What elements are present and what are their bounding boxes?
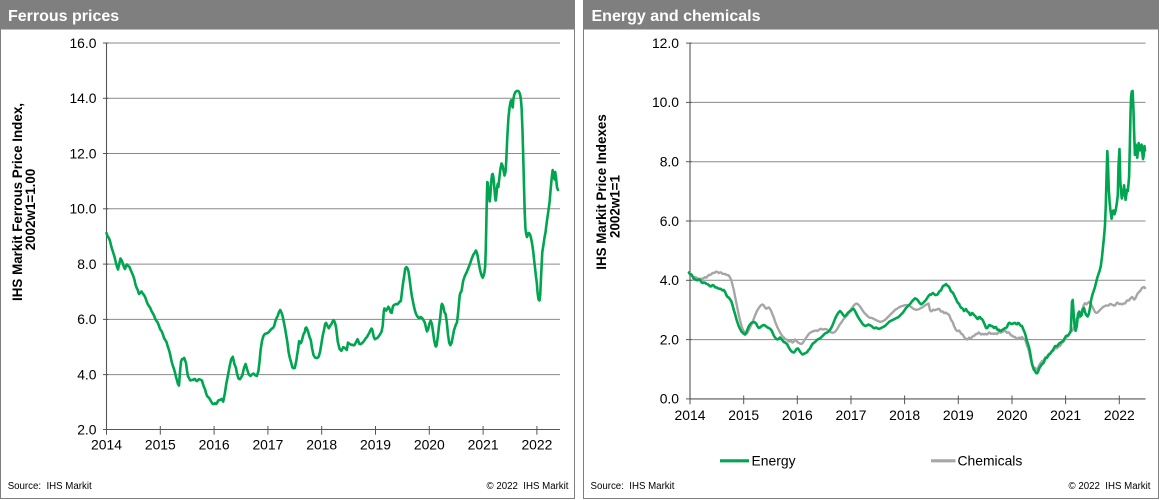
svg-text:4.0: 4.0: [660, 272, 680, 288]
svg-text:2017: 2017: [836, 407, 867, 423]
svg-text:Energy: Energy: [752, 452, 796, 468]
svg-text:2022: 2022: [521, 437, 552, 453]
svg-text:4.0: 4.0: [77, 366, 97, 382]
svg-text:2002w1=1.00: 2002w1=1.00: [23, 169, 38, 251]
svg-text:2.0: 2.0: [77, 421, 97, 437]
svg-text:2017: 2017: [252, 437, 283, 453]
svg-text:Source: IHS Markit: Source: IHS Markit: [591, 481, 675, 492]
svg-text:10.0: 10.0: [69, 201, 96, 217]
svg-text:8.0: 8.0: [77, 256, 97, 272]
svg-text:2020: 2020: [414, 437, 445, 453]
svg-text:2016: 2016: [199, 437, 230, 453]
svg-text:2014: 2014: [91, 437, 122, 453]
svg-text:2015: 2015: [728, 407, 759, 423]
svg-text:2020: 2020: [997, 407, 1028, 423]
svg-text:8.0: 8.0: [660, 154, 680, 170]
svg-text:2.0: 2.0: [660, 331, 680, 347]
svg-text:16.0: 16.0: [69, 35, 96, 51]
svg-text:2022: 2022: [1104, 407, 1135, 423]
svg-text:© 2022 IHS Markit: © 2022 IHS Markit: [487, 481, 569, 492]
svg-text:0.0: 0.0: [660, 391, 680, 407]
svg-text:2019: 2019: [943, 407, 974, 423]
svg-text:2015: 2015: [145, 437, 176, 453]
svg-text:IHS Markit Ferrous Price Index: IHS Markit Ferrous Price Index,: [10, 103, 25, 301]
svg-text:2018: 2018: [306, 437, 337, 453]
svg-text:2014: 2014: [675, 407, 706, 423]
svg-text:12.0: 12.0: [69, 145, 96, 161]
svg-text:© 2022 IHS Markit: © 2022 IHS Markit: [1069, 481, 1151, 492]
svg-text:2018: 2018: [889, 407, 920, 423]
svg-text:Source: IHS Markit: Source: IHS Markit: [8, 481, 92, 492]
svg-text:2019: 2019: [360, 437, 391, 453]
svg-text:6.0: 6.0: [77, 311, 97, 327]
svg-text:12.0: 12.0: [652, 35, 679, 51]
svg-text:14.0: 14.0: [69, 90, 96, 106]
svg-text:2002w1=1: 2002w1=1: [608, 174, 623, 237]
svg-text:Ferrous prices: Ferrous prices: [8, 8, 119, 25]
svg-text:6.0: 6.0: [660, 213, 680, 229]
svg-text:2021: 2021: [468, 437, 499, 453]
svg-text:Chemicals: Chemicals: [958, 452, 1023, 468]
svg-text:IHS Markit Price Indexes: IHS Markit Price Indexes: [594, 114, 609, 270]
svg-text:2016: 2016: [782, 407, 813, 423]
svg-text:Energy and chemicals: Energy and chemicals: [592, 8, 761, 25]
svg-text:10.0: 10.0: [652, 94, 679, 110]
svg-text:2021: 2021: [1050, 407, 1081, 423]
